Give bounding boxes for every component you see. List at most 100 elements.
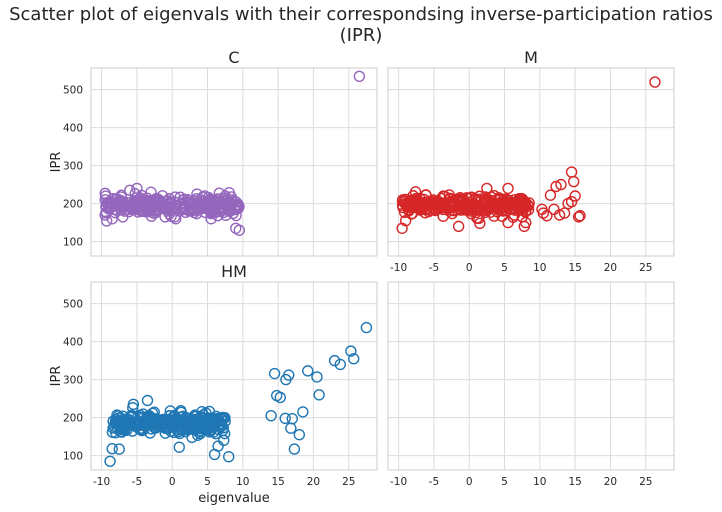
data-point [514,199,527,211]
x-tick-label: -10 [390,476,407,488]
data-point [127,416,140,428]
x-tick-label: -5 [429,262,439,274]
data-point [444,201,457,213]
data-point [185,203,198,216]
y-tick-label: 400 [63,337,83,349]
x-tick-label: 15 [568,476,581,488]
data-point [99,194,111,206]
data-point [360,321,373,334]
data-point [536,203,548,215]
data-point [100,215,113,227]
data-point [160,418,172,430]
data-point [133,199,145,212]
y-tick-label: 400 [63,123,83,135]
data-point [124,184,136,196]
data-point [159,211,171,223]
x-tick-label: 20 [604,262,617,274]
data-point [398,206,411,219]
data-point [500,205,513,217]
data-point [210,410,222,423]
subplot-1: 100 200 300 400 500 C IPR [49,48,378,257]
data-point [219,427,231,440]
data-point [162,195,174,207]
data-point [334,358,346,371]
x-tick-label: 15 [271,476,284,488]
data-point [219,203,231,215]
subplot-3: -10 -5 0 5 10 15 20 25 100 200 300 400 500 HM IPR eigen… [49,262,378,506]
x-axis-label: eigenvalue [198,491,270,506]
data-point [110,413,122,426]
x-tick-label: -5 [132,476,142,488]
data-point [131,182,143,195]
data-point [555,178,567,191]
data-point [225,204,237,216]
data-point [558,207,571,219]
data-point [268,367,281,380]
data-point [117,211,129,223]
data-point [293,428,306,441]
y-tick-label: 500 [63,85,83,97]
data-point [203,199,215,211]
data-point [223,451,235,463]
axes-frame [387,281,675,471]
data-point [171,424,183,436]
data-point [159,427,172,439]
data-point [127,203,139,215]
y-axis-label: IPR [49,152,64,173]
axes-frame [387,67,675,257]
data-point [503,194,515,207]
y-tick-label: 200 [63,199,83,211]
data-point [112,410,125,422]
data-point [345,345,357,357]
data-point [553,209,566,221]
data-point [285,422,297,434]
subplot-title: HM [221,262,247,281]
data-point [160,415,173,427]
y-tick-label: 300 [63,375,83,387]
y-tick-label: 500 [63,299,83,311]
data-point [191,188,203,200]
data-point [482,202,494,214]
x-tick-label: 25 [639,476,652,488]
data-point [347,353,360,365]
data-point [426,197,438,210]
axes-frame [90,281,378,471]
data-point [137,408,149,420]
x-tick-label: 25 [639,262,652,274]
x-tick-label: 15 [568,262,581,274]
x-tick-label: 5 [204,476,211,488]
data-point [171,419,183,432]
data-point [481,182,493,195]
axes-frame [90,67,378,257]
data-point [212,194,224,206]
data-point [471,203,483,216]
x-tick-label: 20 [307,476,320,488]
data-point [145,200,157,212]
data-point [568,175,580,188]
data-point [550,180,562,193]
x-tick-label: 25 [342,476,355,488]
y-tick-label: 100 [63,237,83,249]
x-tick-label: 0 [169,476,176,488]
data-point [274,391,286,404]
data-point [218,434,230,447]
data-point [106,443,118,455]
y-tick-label: 300 [63,161,83,173]
x-tick-label: 20 [604,476,617,488]
data-point [435,192,448,205]
data-point [127,398,140,410]
data-point [487,199,500,212]
data-point [399,214,412,227]
data-point [297,406,309,418]
data-point [201,196,213,208]
data-point [109,199,121,211]
data-point [649,76,661,88]
data-point [286,413,298,425]
data-point [565,195,578,208]
data-point [399,193,412,206]
data-point [213,187,225,199]
data-point [353,70,366,83]
x-tick-label: -5 [429,476,439,488]
x-tick-label: 10 [236,476,249,488]
data-point [455,204,467,216]
